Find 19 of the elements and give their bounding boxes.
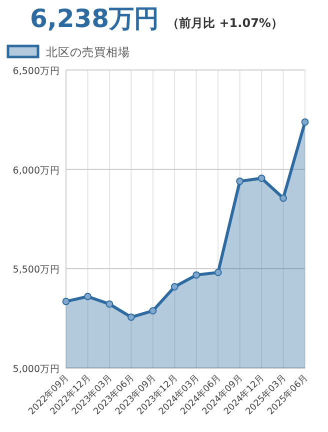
y-tick-label: 6,000万円 xyxy=(12,165,60,176)
point xyxy=(127,313,135,321)
y-tick-label: 5,000万円 xyxy=(12,364,60,375)
point xyxy=(106,300,114,308)
legend-label: 北区の売買相場 xyxy=(46,45,130,59)
point xyxy=(149,307,157,314)
chart-title: 6,238万円 xyxy=(30,4,160,33)
point xyxy=(192,271,200,279)
y-tick-label: 5,500万円 xyxy=(12,264,60,276)
y-tick-label: 6,500万円 xyxy=(12,66,60,77)
point xyxy=(84,292,92,300)
point xyxy=(258,174,266,182)
point xyxy=(280,194,287,202)
point xyxy=(62,298,70,306)
chart-subtitle: （前月比 +1.07%） xyxy=(167,16,283,30)
point xyxy=(236,178,244,185)
point xyxy=(214,268,222,276)
point xyxy=(170,283,178,290)
point xyxy=(301,118,309,126)
